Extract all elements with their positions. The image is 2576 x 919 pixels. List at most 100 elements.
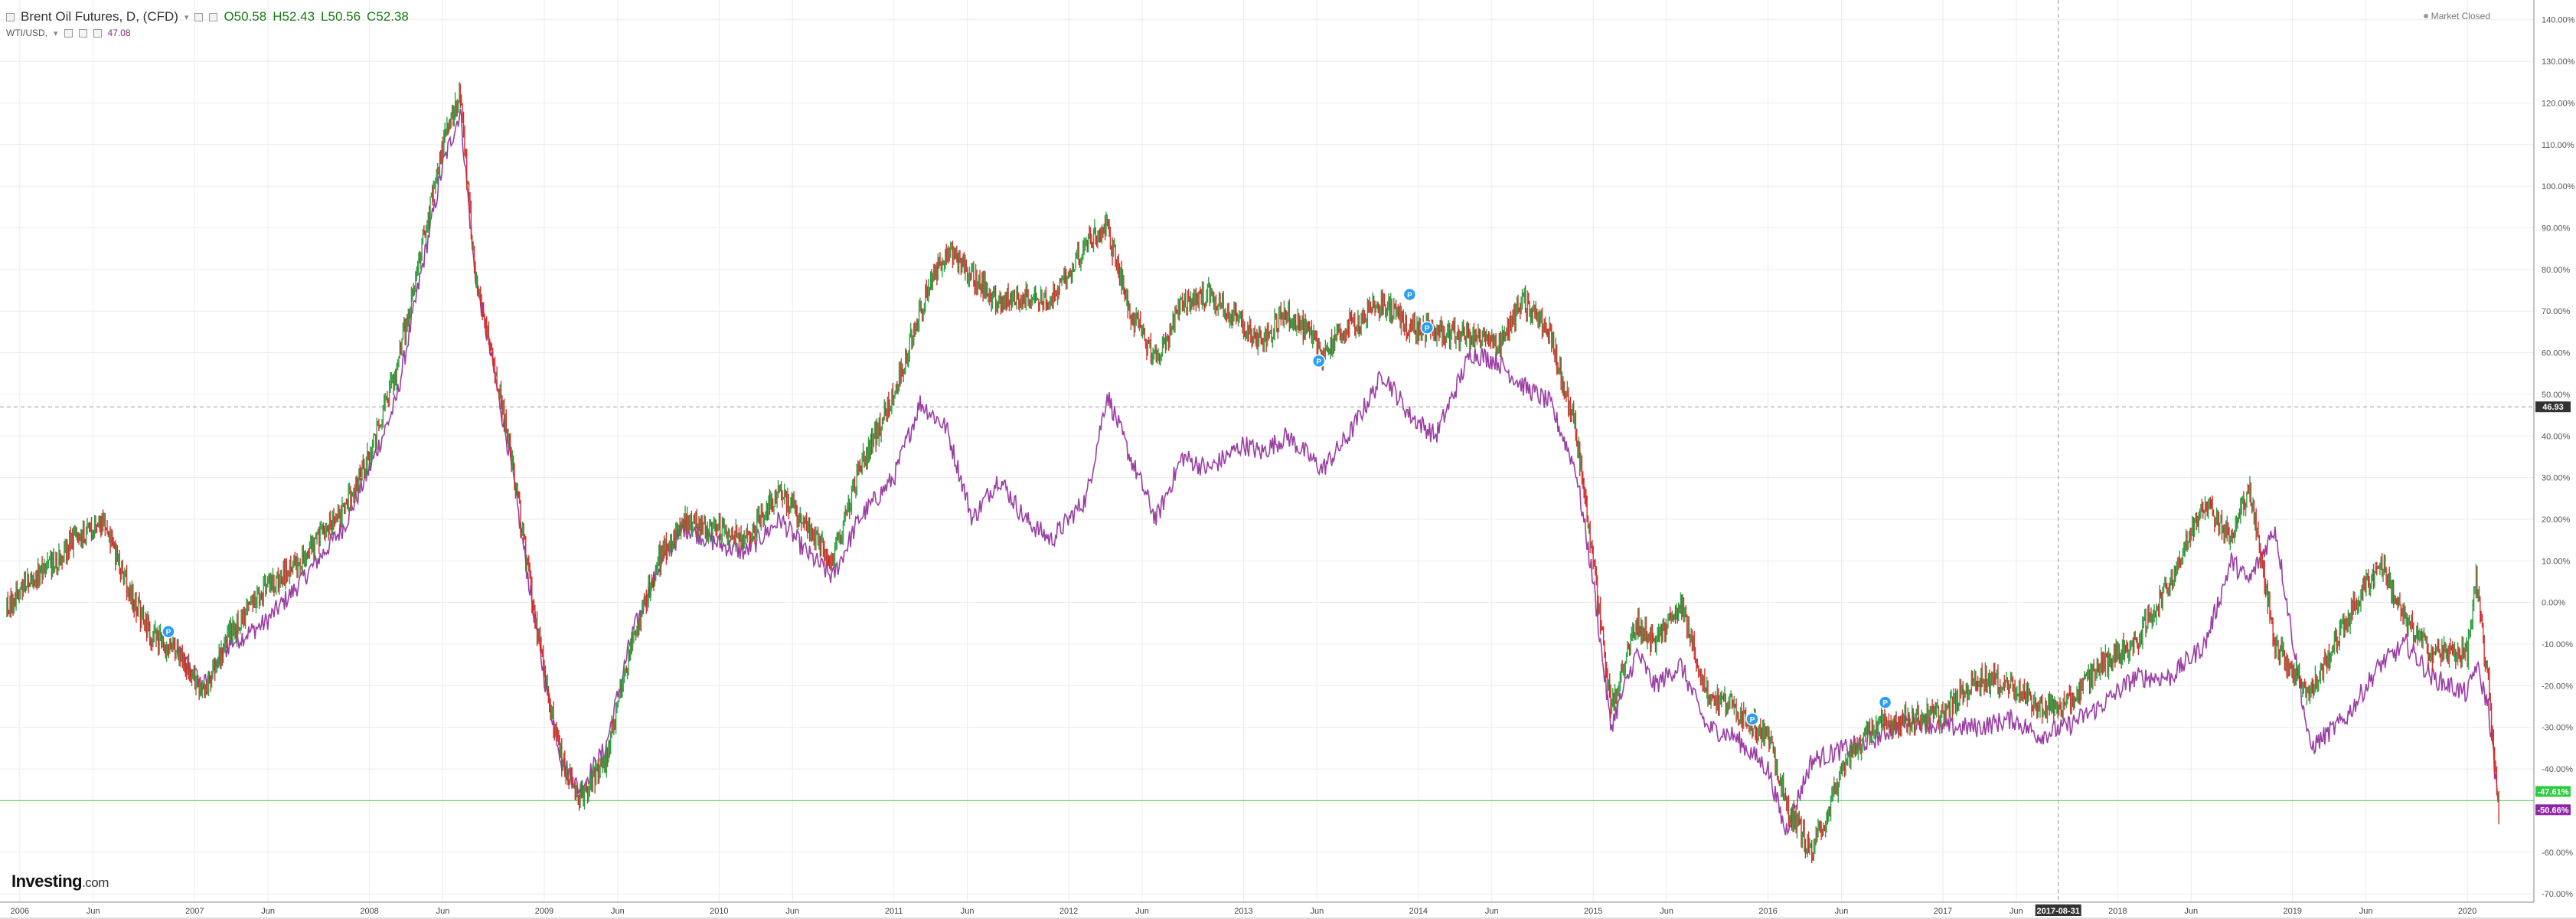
compare-symbol[interactable]: WTI/USD, xyxy=(6,28,47,38)
x-tick-label: Jun xyxy=(436,907,450,916)
y-tick-label: -30.00% xyxy=(2542,724,2573,733)
y-tick-label: -40.00% xyxy=(2542,765,2573,774)
y-tick-label: 140.00% xyxy=(2542,16,2575,25)
y-tick-label: 50.00% xyxy=(2542,391,2571,400)
x-tick-label: 2016 xyxy=(1758,907,1777,916)
wti-last-value-label: -50.66% xyxy=(2538,806,2569,815)
crosshair-x-label-bg xyxy=(2035,904,2081,916)
market-status-dot-icon xyxy=(2423,14,2428,18)
brent-series xyxy=(6,82,2499,863)
crosshair-x-label: 2017-08-31 xyxy=(2037,907,2080,916)
x-tick-label: Jun xyxy=(1310,907,1324,916)
close-icon[interactable] xyxy=(93,28,102,38)
compare-value: 47.08 xyxy=(107,28,131,38)
market-status-label: Market Closed xyxy=(2431,11,2490,21)
x-tick-label: Jun xyxy=(1835,907,1849,916)
market-status: Market Closed xyxy=(2423,11,2490,21)
grid-lines xyxy=(0,0,2534,902)
x-tick-label: Jun xyxy=(2359,907,2373,916)
brent-last-value-label: -47.61% xyxy=(2538,787,2569,796)
eye-icon[interactable] xyxy=(64,28,73,38)
y-tick-label: -70.00% xyxy=(2542,890,2573,899)
x-tick-label: 2012 xyxy=(1059,907,1078,916)
y-tick-label: 20.00% xyxy=(2542,515,2571,525)
y-tick-label: 0.00% xyxy=(2542,599,2565,608)
y-tick-label: -60.00% xyxy=(2542,849,2573,858)
event-marker-glyph: P xyxy=(166,629,171,637)
y-tick-label: 100.00% xyxy=(2542,182,2575,191)
wti-last-value-label-bg xyxy=(2535,804,2571,816)
crosshair-y-label-bg xyxy=(2535,401,2571,413)
brent-last-value-label-bg xyxy=(2535,786,2571,797)
x-tick-label: Jun xyxy=(785,907,799,916)
y-tick-label: 10.00% xyxy=(2542,557,2571,566)
x-tick-label: 2007 xyxy=(185,907,204,916)
x-tick-label: Jun xyxy=(2010,907,2023,916)
collapse-icon[interactable] xyxy=(6,12,15,21)
y-tick-label: 30.00% xyxy=(2542,474,2571,483)
y-tick-label: 60.00% xyxy=(2542,349,2571,358)
x-tick-label: Jun xyxy=(261,907,275,916)
x-tick-label: Jun xyxy=(2184,907,2198,916)
x-tick-label: 2014 xyxy=(1409,907,1428,916)
x-tick-label: Jun xyxy=(961,907,975,916)
reference-lines xyxy=(0,0,2534,902)
low-value: L50.56 xyxy=(321,9,361,24)
x-tick-label: 2017 xyxy=(1934,907,1952,916)
y-tick-label: 110.00% xyxy=(2542,141,2574,150)
x-tick-label: 2008 xyxy=(360,907,378,916)
close-value: C52.38 xyxy=(367,9,409,24)
dividend-event-icon[interactable]: P xyxy=(1311,354,1326,368)
x-tick-label: 2018 xyxy=(2108,907,2127,916)
dividend-event-icon[interactable]: P xyxy=(1420,321,1434,335)
y-tick-label: 40.00% xyxy=(2542,432,2571,441)
dividend-event-icon[interactable]: P xyxy=(1878,695,1892,709)
event-markers[interactable]: P P P P P P xyxy=(162,287,1892,726)
event-marker-glyph: P xyxy=(1425,325,1430,333)
event-marker-circle[interactable] xyxy=(162,624,175,639)
x-tick-label: 2006 xyxy=(11,907,29,916)
event-marker-circle[interactable] xyxy=(1878,695,1892,709)
x-tick-label: Jun xyxy=(87,907,100,916)
y-tick-label: 90.00% xyxy=(2542,224,2571,234)
event-marker-glyph: P xyxy=(1316,358,1321,366)
crosshair-y-label: 46.93 xyxy=(2542,403,2564,412)
y-tick-label: -20.00% xyxy=(2542,682,2573,691)
y-tick-label: 130.00% xyxy=(2542,57,2575,67)
eye-icon[interactable] xyxy=(194,12,204,21)
event-marker-circle[interactable] xyxy=(1420,321,1434,335)
dividend-event-icon[interactable]: P xyxy=(1745,712,1759,726)
open-value: O50.58 xyxy=(224,9,267,24)
chevron-down-icon[interactable]: ▾ xyxy=(54,28,58,38)
x-tick-label: Jun xyxy=(1135,907,1149,916)
settings-icon[interactable] xyxy=(209,12,218,21)
x-tick-label: Jun xyxy=(611,907,625,916)
logo-suffix: .com xyxy=(82,875,109,890)
price-labels: 46.93 -47.61% -50.66% 2017-08-31 xyxy=(2035,401,2571,916)
event-marker-glyph: P xyxy=(1750,716,1755,724)
event-marker-circle[interactable] xyxy=(1745,712,1759,726)
wti-series-line xyxy=(176,108,2499,836)
dividend-event-icon[interactable]: P xyxy=(162,624,175,639)
chevron-down-icon[interactable]: ▾ xyxy=(184,12,189,22)
x-tick-label: 2013 xyxy=(1234,907,1252,916)
y-tick-label: 70.00% xyxy=(2542,307,2571,316)
y-tick-label: -10.00% xyxy=(2542,640,2573,649)
y-tick-label: 120.00% xyxy=(2542,99,2575,108)
event-marker-glyph: P xyxy=(1407,291,1412,299)
event-marker-circle[interactable] xyxy=(1311,354,1326,368)
y-tick-label: 80.00% xyxy=(2542,266,2571,275)
investing-logo: Investing.com xyxy=(11,872,109,891)
main-series-title[interactable]: Brent Oil Futures, D, (CFD) xyxy=(21,9,178,24)
dividend-event-icon[interactable]: P xyxy=(1402,287,1417,302)
x-tick-label: 2010 xyxy=(710,907,728,916)
x-tick-label: 2015 xyxy=(1584,907,1602,916)
main-legend: Brent Oil Futures, D, (CFD) ▾ O50.58 H52… xyxy=(6,9,409,25)
settings-icon[interactable] xyxy=(78,28,87,38)
x-tick-label: 2009 xyxy=(535,907,553,916)
event-marker-circle[interactable] xyxy=(1402,287,1417,302)
event-marker-glyph: P xyxy=(1882,699,1888,708)
high-value: H52.43 xyxy=(273,9,315,24)
compare-legend: WTI/USD, ▾ 47.08 xyxy=(6,28,131,38)
